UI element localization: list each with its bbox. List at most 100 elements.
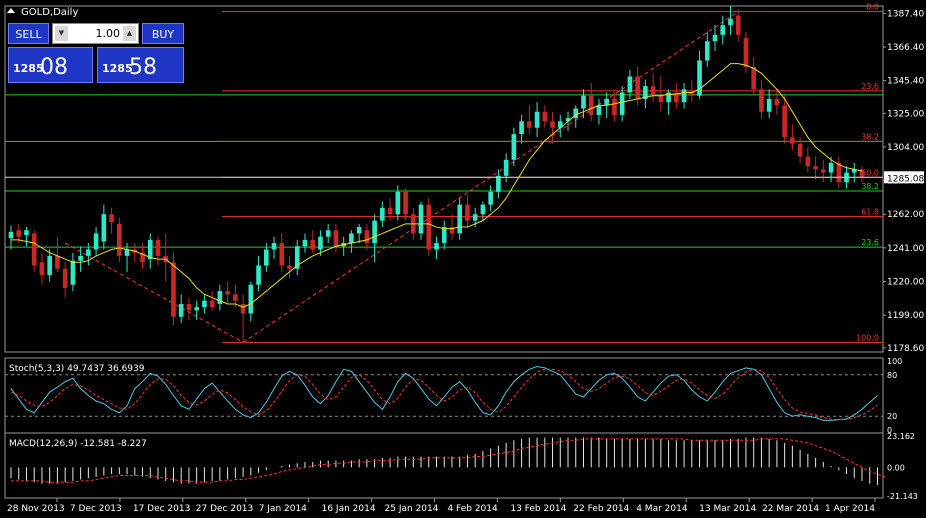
sell-button[interactable]: SELL <box>8 23 49 44</box>
one-click-trade-panel: SELL ▼ 1.00 ▲ BUY 1285 08 1285 58 <box>8 22 184 83</box>
candle-body <box>650 86 656 96</box>
buy-price-pips: 58 <box>129 55 157 80</box>
buy-price-button[interactable]: 1285 58 <box>97 47 184 83</box>
candle-body <box>209 300 215 308</box>
candle-body <box>263 249 269 266</box>
sell-price-button[interactable]: 1285 08 <box>8 47 93 83</box>
candle-body <box>155 239 161 256</box>
candle-body <box>759 89 764 112</box>
candle-body <box>581 95 586 109</box>
candle-body <box>101 214 107 242</box>
candle-body <box>372 220 377 244</box>
candle-body <box>836 162 842 183</box>
candle-body <box>596 105 602 115</box>
candle-body <box>658 95 664 103</box>
candle-body <box>364 230 370 244</box>
moving-average-line <box>11 63 863 308</box>
time-tick-label: 7 Jan 2014 <box>259 504 307 514</box>
lot-decrease-icon[interactable]: ▼ <box>55 26 68 41</box>
candle-body <box>248 284 254 314</box>
candle-body <box>813 166 818 170</box>
candle-body <box>511 134 517 160</box>
lot-size-value[interactable]: 1.00 <box>95 27 121 40</box>
candle-body <box>47 255 53 276</box>
candle-body <box>395 191 401 215</box>
lot-increase-icon[interactable]: ▲ <box>123 26 136 41</box>
fib-level-label: 100.0 <box>856 333 879 342</box>
candle-body <box>233 294 238 301</box>
candle-body <box>573 108 579 119</box>
price-tick-label: 1366.40 <box>887 43 924 53</box>
buy-button[interactable]: BUY <box>142 23 184 44</box>
candle-body <box>542 111 548 122</box>
time-tick-label: 17 Dec 2013 <box>133 504 191 514</box>
time-tick-label: 28 Nov 2013 <box>7 504 65 514</box>
candle-body <box>472 214 478 221</box>
time-tick-label: 4 Mar 2014 <box>636 504 688 514</box>
fib-level-label: 61.8 <box>861 208 879 217</box>
candle-body <box>782 105 787 138</box>
candle-body <box>380 207 385 221</box>
fib-level-label: 50.0 <box>861 168 879 177</box>
lot-size-field[interactable]: ▼ 1.00 ▲ <box>52 23 139 44</box>
macd-tick-label: 23.162 <box>887 432 915 441</box>
fib-level-label: 23.6 <box>861 82 879 91</box>
candle-body <box>728 18 733 26</box>
candle-body <box>194 307 199 311</box>
candle-body <box>62 268 68 288</box>
time-tick-label: 22 Feb 2014 <box>573 504 629 514</box>
candle-body <box>140 252 145 263</box>
price-tick-label: 1262.00 <box>887 210 924 220</box>
candle-body <box>697 60 702 96</box>
candle-body <box>86 249 91 256</box>
candle-body <box>743 38 749 67</box>
macd-signal-line <box>11 438 886 483</box>
candle-body <box>8 231 14 239</box>
candle-body <box>93 233 99 250</box>
candle-body <box>457 204 463 234</box>
current-price-box <box>884 171 924 184</box>
candle-body <box>557 121 563 128</box>
candle-body <box>302 239 308 247</box>
price-tick-label: 1241.00 <box>887 244 924 254</box>
candle-body <box>704 41 710 61</box>
stoch-tick-label: 0 <box>887 426 892 435</box>
time-tick-label: 4 Feb 2014 <box>447 504 498 514</box>
candle-body <box>78 255 83 261</box>
candle-body <box>147 239 153 260</box>
price-tick-label: 1199.00 <box>887 311 924 321</box>
candle-body <box>16 230 22 237</box>
fib-level-label: 0.0 <box>866 3 879 12</box>
candle-body <box>186 303 192 311</box>
price-tick-label: 1325.00 <box>887 109 924 119</box>
time-tick-label: 13 Feb 2014 <box>510 504 566 514</box>
candle-body <box>31 233 37 266</box>
candle-body <box>859 169 865 178</box>
candle-body <box>434 243 439 250</box>
candle-body <box>333 230 339 247</box>
time-tick-label: 22 Mar 2014 <box>762 504 819 514</box>
window-menu-icon[interactable] <box>7 8 15 13</box>
candle-body <box>124 249 130 256</box>
candle-body <box>612 98 617 115</box>
candle-body <box>287 265 292 269</box>
candle-body <box>116 223 122 256</box>
time-tick-label: 16 Jan 2014 <box>322 504 376 514</box>
candle-body <box>851 169 857 173</box>
price-tick-label: 1178.60 <box>887 344 924 354</box>
stoch-tick-label: 20 <box>887 412 897 421</box>
price-tick-label: 1220.00 <box>887 278 924 288</box>
candle-body <box>534 111 540 128</box>
candle-body <box>643 86 648 99</box>
candle-body <box>403 191 408 215</box>
candle-body <box>735 15 741 35</box>
fib-level-label: 23.6 <box>861 238 879 247</box>
candle-body <box>310 239 316 250</box>
candle-body <box>519 121 524 135</box>
time-tick-label: 27 Dec 2013 <box>196 504 254 514</box>
macd-title: MACD(12,26,9) -12.581 -8.227 <box>9 439 147 449</box>
candle-body <box>24 230 29 236</box>
candle-body <box>805 156 811 167</box>
candle-body <box>790 137 795 144</box>
